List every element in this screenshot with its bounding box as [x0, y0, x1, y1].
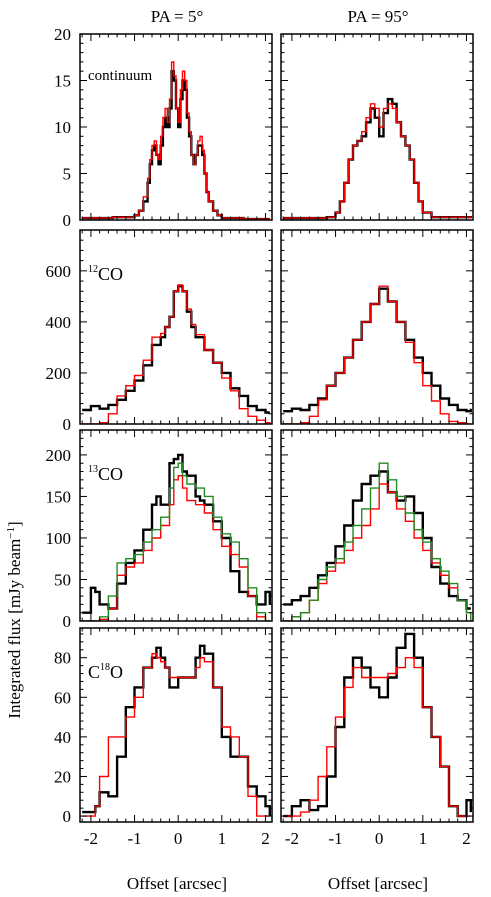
- panel-label: 13CO: [88, 464, 123, 484]
- series-observed-line: [82, 285, 270, 414]
- y-tick-label: 0: [63, 807, 72, 826]
- series-observed-line: [283, 632, 472, 818]
- panel-frame: [280, 429, 474, 622]
- y-tick-label: 0: [63, 415, 72, 434]
- series-observed-line: [283, 287, 472, 413]
- series-model-line: [283, 657, 471, 817]
- y-axis-label-close: ]: [5, 521, 24, 527]
- series-model-line: [82, 475, 270, 621]
- y-tick-label: 10: [54, 118, 71, 137]
- panel-label-isotope: 12: [88, 264, 98, 275]
- y-axis-label-main: Integrated flux [mJy beam: [5, 539, 24, 719]
- y-tick-label: 400: [46, 313, 72, 332]
- y-tick-label: 60: [54, 688, 71, 707]
- panel-label-isotope: 18: [100, 662, 110, 673]
- y-tick-label: 100: [46, 529, 72, 548]
- y-tick-label: 150: [46, 487, 72, 506]
- panel-frame: [79, 429, 273, 622]
- y-axis-label: Integrated flux [mJy beam−1]: [5, 521, 24, 718]
- series-observed-line: [283, 97, 472, 220]
- x-axis-label-right: Offset [arcsec]: [328, 874, 428, 893]
- y-axis-label-exponent: −1: [5, 527, 17, 539]
- y-tick-label: 50: [54, 570, 71, 589]
- y-tick-label: 600: [46, 262, 72, 281]
- panel-label-element: C: [88, 662, 100, 682]
- series-alt_model-line: [283, 462, 472, 621]
- panel-2-1: [280, 429, 474, 622]
- x-tick-label: 1: [419, 829, 428, 848]
- panel-3-0: 0 20 40 60 80 -2 -1 0 1 2 C18O: [54, 627, 273, 848]
- series-model-line: [82, 653, 270, 817]
- panel-label: continuum: [88, 68, 152, 84]
- x-tick-label: 2: [462, 829, 471, 848]
- y-tick-label: 5: [63, 165, 72, 184]
- panel-frame: [79, 229, 273, 425]
- panel-1-1: [280, 229, 474, 425]
- x-tick-label: -1: [127, 829, 141, 848]
- y-tick-label: 80: [54, 649, 71, 668]
- y-tick-label: 20: [54, 767, 71, 786]
- series-model-line: [283, 103, 472, 219]
- x-tick-label: 2: [261, 829, 270, 848]
- y-tick-label: 20: [54, 25, 71, 44]
- x-tick-label: -1: [328, 829, 342, 848]
- panel-label-molecule: CO: [98, 264, 123, 284]
- column-title-left: PA = 5°: [151, 7, 204, 26]
- y-tick-label: 15: [54, 72, 71, 91]
- panel-label-molecule: CO: [98, 464, 123, 484]
- series-alt_model-line: [82, 462, 270, 621]
- panel-frame: [280, 33, 474, 221]
- y-tick-label: 200: [46, 446, 72, 465]
- y-tick-label: 0: [63, 211, 72, 230]
- x-tick-label: 1: [218, 829, 227, 848]
- panel-2-0: 0 50 100 150 200 13CO: [46, 429, 273, 631]
- series-observed-line: [283, 470, 471, 610]
- series-model-line: [82, 61, 270, 220]
- panel-frame: [79, 627, 273, 823]
- column-title-right: PA = 95°: [347, 7, 408, 26]
- x-tick-label: 0: [174, 829, 183, 848]
- series-model-line: [283, 285, 471, 424]
- panel-label-suffix: O: [110, 662, 123, 682]
- y-tick-label: 40: [54, 728, 71, 747]
- x-tick-label: -2: [285, 829, 299, 848]
- panel-frame: [280, 627, 474, 823]
- panel-label: C18O: [88, 662, 123, 682]
- x-tick-label: -2: [84, 829, 98, 848]
- panel-frame: [79, 33, 273, 221]
- panel-1-0: 0 200 400 600 12CO: [46, 229, 273, 434]
- panel-0-0: 0 5 10 15 20 continuum: [54, 25, 273, 230]
- panel-label: 12CO: [88, 264, 123, 284]
- y-tick-label: 200: [46, 364, 72, 383]
- svg-text:Integrated flux [mJy beam−1]: Integrated flux [mJy beam−1]: [5, 521, 24, 718]
- x-axis-label-left: Offset [arcsec]: [127, 874, 227, 893]
- panel-label-isotope: 13: [88, 464, 98, 475]
- panel-0-1: [280, 33, 474, 221]
- series-model-line: [82, 284, 271, 424]
- y-tick-label: 0: [63, 612, 72, 631]
- x-tick-label: 0: [375, 829, 384, 848]
- panel-frame: [280, 229, 474, 425]
- panel-3-1: -2 -1 0 1 2: [280, 627, 474, 848]
